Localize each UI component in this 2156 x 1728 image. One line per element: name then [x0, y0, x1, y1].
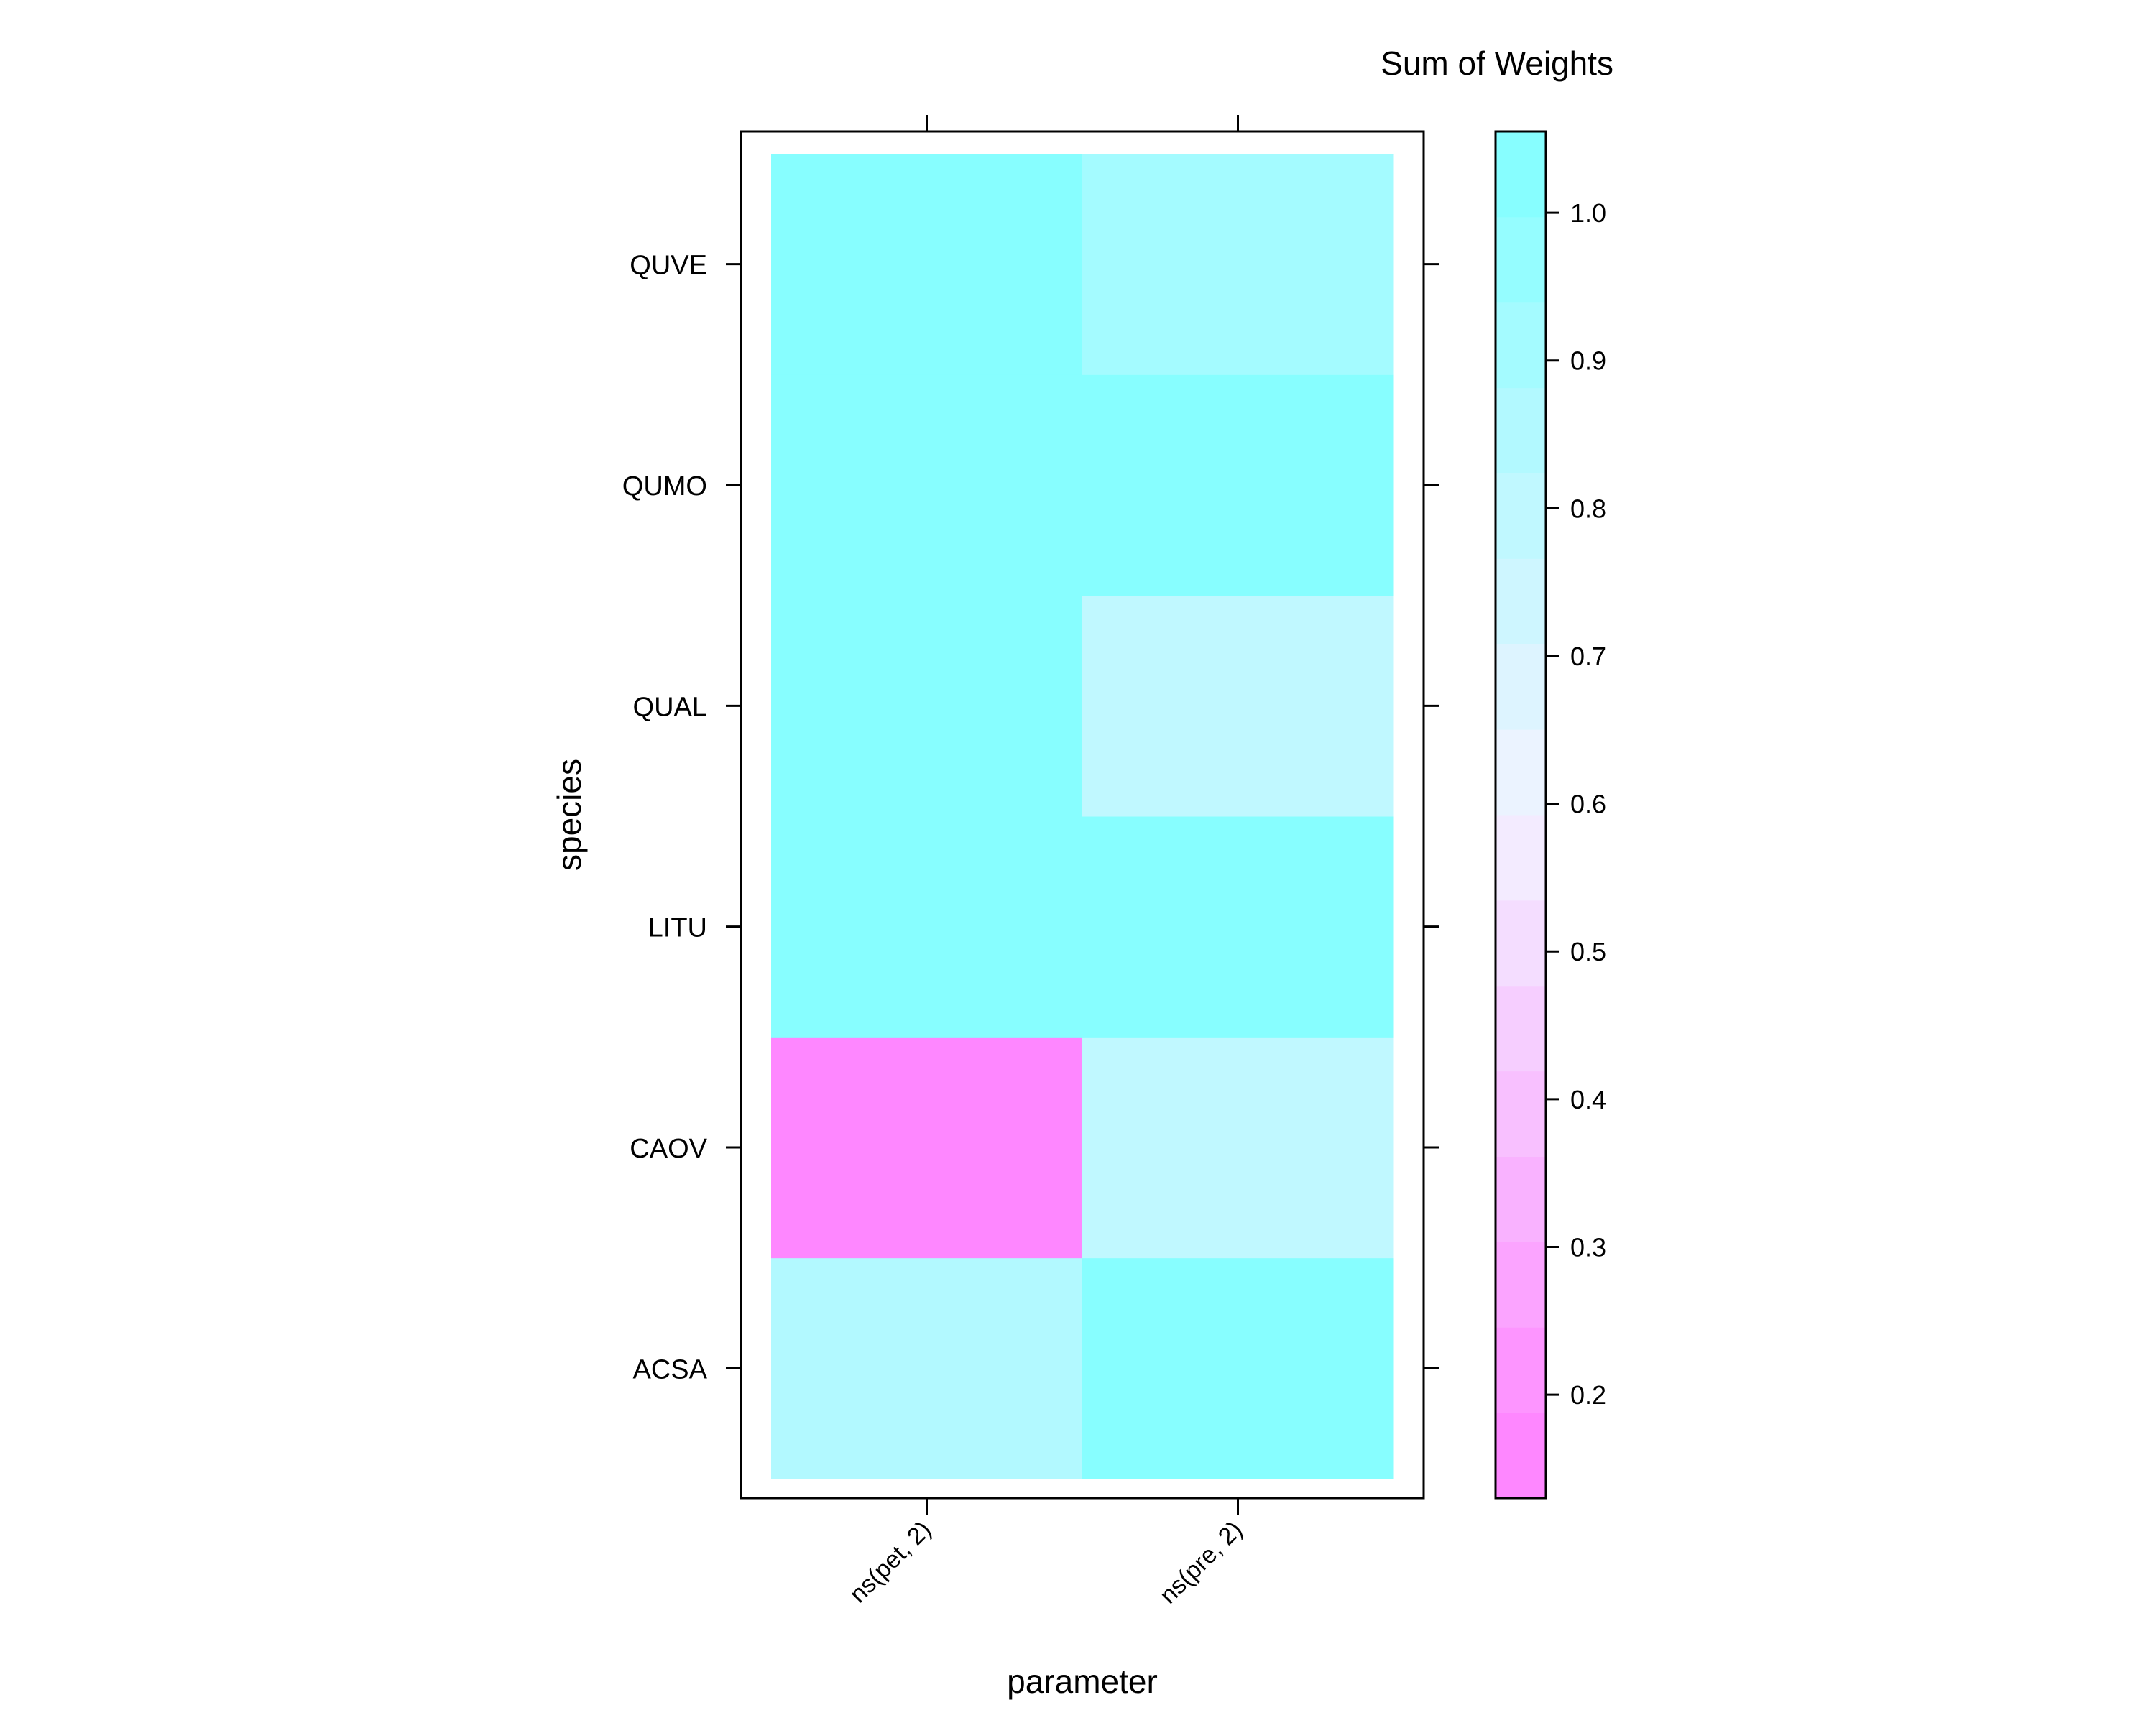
axis-ticks [726, 115, 1439, 1515]
heatmap-cell-qual-1 [771, 595, 1083, 817]
color-key-band [1496, 815, 1546, 901]
color-key-band [1496, 644, 1546, 730]
color-key-band [1496, 1413, 1546, 1499]
color-key-title: Sum of Weights [1381, 45, 1613, 82]
color-key-tick-label: 1.0 [1570, 198, 1606, 228]
heatmap-cell-litu-2 [1082, 816, 1394, 1038]
color-key-band [1496, 216, 1546, 303]
color-key-tick-label: 0.6 [1570, 790, 1606, 819]
color-key-band [1496, 473, 1546, 559]
x-tick-label: ns(pet, 2) [844, 1516, 936, 1608]
heatmap-cell-caov-1 [771, 1037, 1083, 1259]
color-key-band [1496, 1156, 1546, 1242]
heatmap-cell-qual-2 [1082, 595, 1394, 817]
color-key-tick-label: 0.4 [1570, 1085, 1606, 1114]
x-tick-labels: ns(pet, 2) ns(pre, 2) [844, 1516, 1248, 1609]
heatmap-cell-quve-1 [771, 154, 1083, 375]
color-key: 0.2 0.3 0.4 0.5 0.6 0.7 0.8 0.9 1.0 [1494, 130, 1606, 1500]
color-key-tick-label: 0.8 [1570, 494, 1606, 523]
color-key-tick-label: 0.7 [1570, 642, 1606, 671]
heatmap-cell-qumo-1 [771, 374, 1083, 596]
color-key-band [1496, 900, 1546, 987]
color-key-tick-label: 0.5 [1570, 937, 1606, 966]
y-tick-labels: ACSA CAOV LITU QUAL QUMO QUVE [622, 251, 708, 1385]
color-key-band [1496, 387, 1546, 473]
color-key-band [1496, 558, 1546, 644]
heatmap-cell-acsa-2 [1082, 1257, 1394, 1479]
y-tick-label: ACSA [633, 1354, 708, 1385]
heatmap-cell-caov-2 [1082, 1037, 1394, 1259]
heatmap-cell-litu-1 [771, 816, 1083, 1038]
y-tick-label: CAOV [630, 1134, 707, 1164]
color-key-band [1496, 985, 1546, 1072]
heatmap-cell-acsa-1 [771, 1257, 1083, 1479]
color-key-band [1496, 1242, 1546, 1328]
color-key-band [1496, 729, 1546, 816]
x-axis-title: parameter [1007, 1663, 1158, 1700]
color-key-band [1496, 131, 1546, 218]
heatmap-cell-quve-2 [1082, 154, 1394, 375]
color-key-frame [1494, 130, 1547, 1500]
heatmap-cells [771, 154, 1394, 1479]
color-key-band [1496, 302, 1546, 389]
y-tick-label: QUVE [630, 251, 707, 281]
color-key-band [1496, 1071, 1546, 1157]
color-key-band [1496, 1327, 1546, 1413]
x-tick-label: ns(pre, 2) [1154, 1516, 1248, 1609]
color-key-tick-label: 0.9 [1570, 346, 1606, 376]
panel-frame [740, 130, 1425, 1500]
y-tick-label: QUAL [633, 692, 707, 722]
heatmap-cell-qumo-2 [1082, 374, 1394, 596]
y-tick-label: LITU [648, 913, 707, 943]
y-tick-label: QUMO [622, 471, 707, 502]
y-axis-title: species [550, 759, 588, 871]
color-key-tick-label: 0.2 [1570, 1380, 1606, 1410]
color-key-tick-label: 0.3 [1570, 1232, 1606, 1262]
